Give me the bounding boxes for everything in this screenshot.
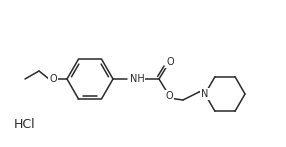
Text: O: O (166, 57, 174, 67)
Text: NH: NH (130, 74, 144, 84)
Text: HCl: HCl (14, 118, 36, 132)
Text: O: O (165, 91, 173, 101)
Text: N: N (201, 89, 209, 99)
Text: O: O (49, 74, 57, 84)
